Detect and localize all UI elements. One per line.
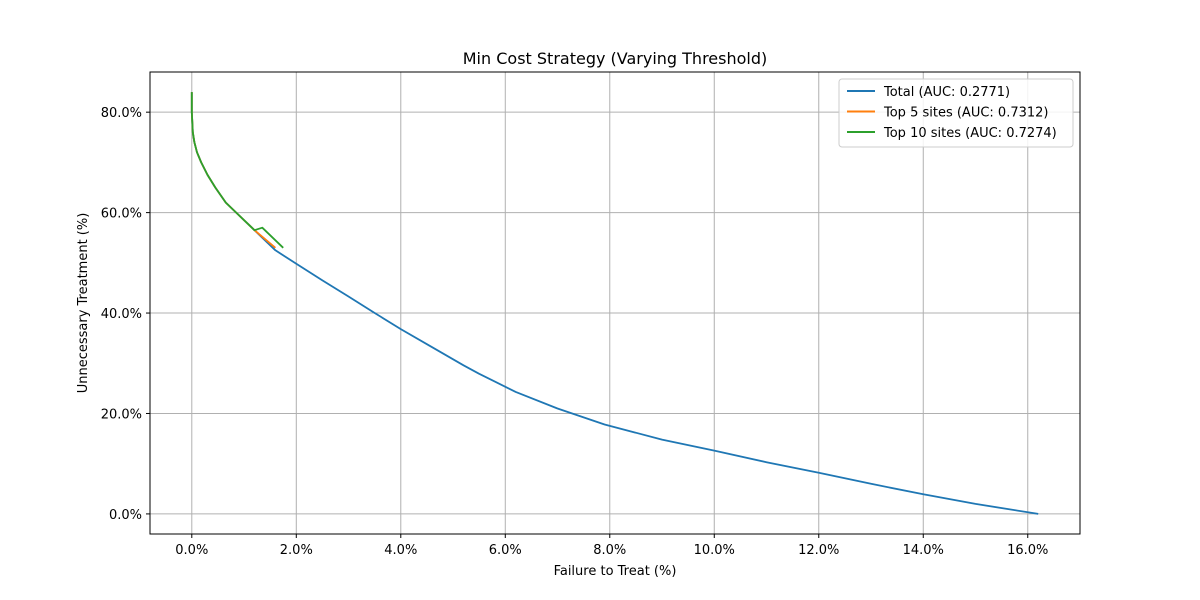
x-tick-label: 6.0% (489, 543, 522, 558)
axis-ticks: 0.0% 2.0% 4.0% 6.0% 8.0% 10.0% 12.0% 14.0% 16.0%… (101, 106, 1049, 558)
x-tick-label: 14.0% (903, 543, 944, 558)
grid (150, 72, 1080, 534)
x-tick-label: 0.0% (175, 543, 208, 558)
x-tick-label: 4.0% (384, 543, 417, 558)
x-axis-label: Failure to Treat (%) (554, 564, 677, 579)
plot-frame (149, 71, 1081, 535)
x-tick-label: 10.0% (694, 543, 735, 558)
series-lines (190, 92, 1039, 515)
legend-entry-3: Top 10 sites (AUC: 0.7274) (883, 126, 1057, 141)
y-tick-label: 60.0% (101, 207, 142, 222)
chart-title: Min Cost Strategy (Varying Threshold) (463, 49, 768, 68)
y-tick-label: 0.0% (109, 508, 142, 523)
y-tick-label: 80.0% (101, 106, 142, 121)
legend: Total (AUC: 0.2771) Top 5 sites (AUC: 0.7… (838, 78, 1074, 148)
x-tick-label: 16.0% (1007, 543, 1048, 558)
x-tick-label: 8.0% (593, 543, 626, 558)
legend-box (838, 78, 1074, 148)
legend-entry-1: Total (AUC: 0.2771) (883, 85, 1010, 100)
x-tick-label: 2.0% (280, 543, 313, 558)
series-line-3 (190, 92, 284, 249)
y-tick-label: 40.0% (101, 307, 142, 322)
y-axis-label: Unnecessary Treatment (%) (76, 213, 91, 394)
y-tick-label: 20.0% (101, 407, 142, 422)
x-tick-label: 12.0% (798, 543, 839, 558)
legend-entry-2: Top 5 sites (AUC: 0.7312) (883, 106, 1049, 121)
